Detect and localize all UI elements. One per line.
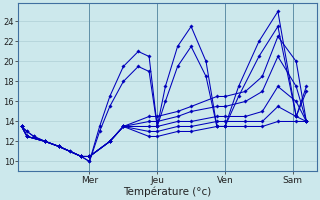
X-axis label: Température (°c): Température (°c) (123, 186, 212, 197)
